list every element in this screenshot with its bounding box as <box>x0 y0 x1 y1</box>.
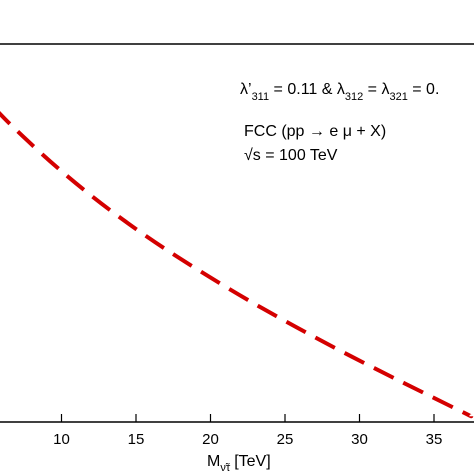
lambda-symbol-2: λ <box>381 81 389 98</box>
x-tick-label: 30 <box>351 431 368 448</box>
lambda-symbol-1: λ <box>337 81 345 98</box>
x-axis-label-main: M <box>207 453 220 470</box>
x-tick-label: 10 <box>53 431 70 448</box>
x-tick-label: 35 <box>426 431 443 448</box>
process-annotation: FCC (pp → e μ + X) <box>244 123 386 140</box>
lambda-sub-1: 312 <box>345 91 363 103</box>
x-tick-label: 20 <box>202 431 219 448</box>
x-tick-label: 15 <box>128 431 145 448</box>
x-axis-label: Mν̃τ [TeV] <box>207 453 271 474</box>
x-axis-label-unit: [TeV] <box>234 453 270 470</box>
x-axis-label-sub: ν̃τ <box>220 462 231 474</box>
sqrt-s-symbol: √s <box>244 147 261 164</box>
lambda-prime-symbol: λ’ <box>240 81 252 98</box>
coupling-part3: = 0. <box>408 81 440 98</box>
series-line <box>0 111 474 419</box>
lambda-prime-sub: 311 <box>252 91 270 103</box>
x-tick-label: 25 <box>277 431 294 448</box>
x-axis-ticks: 10 15 20 25 30 35 <box>53 414 442 448</box>
plot-frame <box>0 43 474 423</box>
coupling-part2: = <box>363 81 381 98</box>
lambda-sub-2: 321 <box>389 91 407 103</box>
coupling-part1: = 0.11 & <box>269 81 337 98</box>
coupling-annotation: λ’311 = 0.11 & λ312 = λ321 = 0. <box>240 81 439 103</box>
energy-value: = 100 TeV <box>261 147 338 164</box>
energy-annotation: √s = 100 TeV <box>244 147 338 164</box>
